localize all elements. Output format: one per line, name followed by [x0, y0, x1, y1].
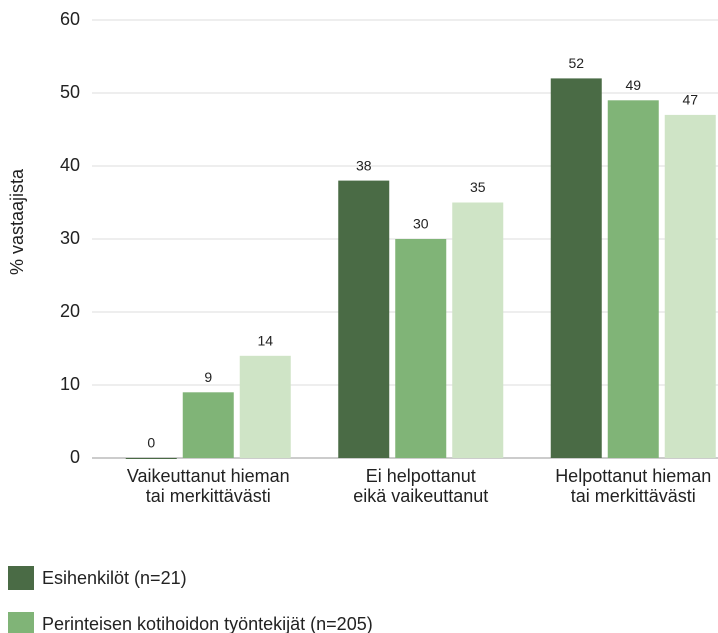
x-tick-label: tai merkittävästi [571, 486, 696, 506]
value-label: 9 [204, 369, 212, 385]
bar [182, 392, 234, 458]
x-tick-label: Ei helpottanut [366, 466, 476, 486]
value-label: 30 [413, 216, 429, 232]
bar [664, 114, 716, 459]
y-tick-label: 30 [60, 228, 80, 248]
bar [607, 100, 659, 459]
bar [125, 458, 177, 459]
bar [338, 180, 390, 458]
legend-label: Perinteisen kotihoidon työntekijät (n=20… [42, 614, 373, 633]
value-label: 14 [257, 333, 273, 349]
x-tick-label: Vaikeuttanut hieman [127, 466, 290, 486]
y-tick-label: 0 [70, 447, 80, 467]
value-label: 0 [147, 435, 155, 451]
legend-swatch [8, 612, 34, 633]
y-tick-label: 50 [60, 82, 80, 102]
y-axis-label: % vastaajista [7, 168, 27, 275]
bar [550, 78, 602, 459]
y-tick-label: 10 [60, 374, 80, 394]
y-tick-label: 20 [60, 301, 80, 321]
bar [395, 239, 447, 458]
value-label: 47 [682, 92, 698, 108]
x-tick-label: eikä vaikeuttanut [353, 486, 488, 506]
legend-swatch [8, 566, 34, 590]
y-tick-label: 40 [60, 155, 80, 175]
legend-label: Esihenkilöt (n=21) [42, 568, 187, 588]
value-label: 35 [470, 179, 486, 195]
bar [239, 355, 291, 458]
value-label: 52 [568, 55, 584, 71]
y-tick-label: 60 [60, 9, 80, 29]
value-label: 49 [625, 77, 641, 93]
x-tick-label: Helpottanut hieman [555, 466, 711, 486]
x-tick-label: tai merkittävästi [146, 486, 271, 506]
value-label: 38 [356, 157, 372, 173]
bar [452, 202, 504, 458]
